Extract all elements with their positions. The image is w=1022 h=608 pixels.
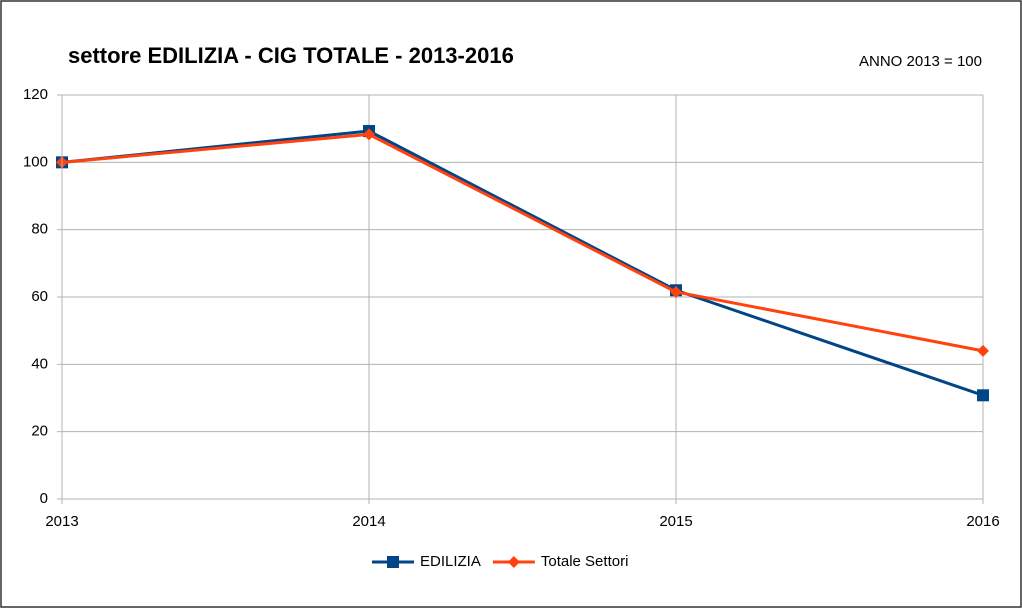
y-tick-label: 20 [31,423,48,440]
annotation: ANNO 2013 = 100 [859,53,982,70]
x-tick-label: 2013 [45,513,78,530]
series-line [61,129,984,397]
legend-marker [387,556,399,568]
x-tick-label: 2016 [966,513,999,530]
y-tick-label: 100 [23,153,48,170]
chart-title: settore EDILIZIA - CIG TOTALE - 2013-201… [68,43,514,68]
x-tick-label: 2015 [659,513,692,530]
series-line [61,132,984,353]
y-tick-label: 40 [31,355,48,372]
marker [977,344,989,357]
x-tick-label: 2014 [352,513,385,530]
y-tick-label: 0 [40,490,48,507]
marker [363,128,375,141]
marker [977,389,989,402]
y-tick-label: 120 [23,86,48,103]
legend-label: EDILIZIA [420,553,481,570]
legend-marker [507,556,520,568]
y-tick-label: 80 [31,221,48,238]
marker [670,285,682,298]
y-tick-label: 60 [31,288,48,305]
legend-label: Totale Settori [541,553,629,570]
